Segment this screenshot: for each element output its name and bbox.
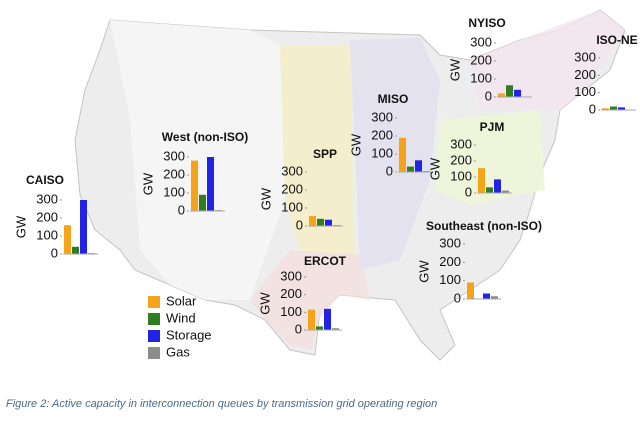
y-axis-label: GW (258, 187, 273, 210)
y-tick-label: 0 (178, 202, 185, 217)
bar (72, 246, 79, 254)
y-tick-label: 300 (450, 136, 472, 151)
y-tick-label: 0 (465, 184, 472, 199)
y-tick-label: 0 (386, 163, 393, 178)
bar (199, 194, 206, 211)
bar (486, 187, 493, 193)
y-axis-label: GW (447, 58, 462, 81)
legend-label: Gas (166, 344, 190, 359)
bar (514, 89, 521, 97)
y-tick-label: 100 (36, 227, 58, 242)
y-axis-label: GW (257, 292, 272, 315)
legend-swatch (148, 313, 160, 325)
chart-title: CAISO (26, 173, 64, 187)
y-tick-label: 100 (371, 145, 393, 160)
chart-title: NYISO (468, 16, 505, 30)
caption: Figure 2: Active capacity in interconnec… (6, 398, 437, 410)
legend-swatch (148, 330, 160, 342)
y-tick-label: 100 (450, 168, 472, 183)
bar (478, 168, 485, 193)
y-axis-label: GW (427, 157, 442, 180)
y-tick-label: 200 (439, 254, 461, 269)
y-tick-label: 0 (51, 245, 58, 260)
y-tick-label: 200 (450, 152, 472, 167)
bar (610, 106, 617, 110)
y-tick-label: 100 (280, 304, 302, 319)
y-axis-label: GW (140, 172, 155, 195)
y-tick-label: 300 (280, 268, 302, 283)
y-tick-label: 100 (281, 199, 303, 214)
y-tick-label: 200 (281, 181, 303, 196)
bar (308, 309, 315, 330)
legend-label: Storage (166, 327, 212, 342)
y-tick-label: 0 (454, 290, 461, 305)
bar (309, 216, 316, 226)
y-tick-label: 300 (470, 34, 492, 49)
legend-label: Wind (166, 310, 196, 325)
y-tick-label: 100 (439, 272, 461, 287)
chart-title: West (non-ISO) (162, 130, 248, 144)
bar (317, 218, 324, 226)
spp-region (280, 45, 355, 260)
bar (415, 160, 422, 172)
y-tick-label: 300 (36, 191, 58, 206)
bar (80, 200, 87, 254)
northeast-region (470, 10, 625, 110)
chart-title: PJM (480, 120, 505, 134)
bar (491, 296, 498, 299)
y-tick-label: 200 (574, 67, 596, 82)
y-tick-label: 0 (296, 217, 303, 232)
y-tick-label: 300 (163, 148, 185, 163)
legend-label: Solar (166, 293, 197, 308)
bar (399, 137, 406, 172)
pjm-region (435, 110, 545, 205)
bar (324, 308, 331, 330)
y-axis-label: GW (13, 215, 28, 238)
chart-title: MISO (378, 92, 409, 106)
y-tick-label: 200 (163, 166, 185, 181)
chart-title: ERCOT (304, 254, 347, 268)
y-axis-label: GW (416, 260, 431, 283)
bar (618, 107, 625, 110)
chart-title: Southeast (non-ISO) (426, 219, 542, 233)
bar (502, 190, 509, 193)
y-tick-label: 300 (281, 163, 303, 178)
y-tick-label: 100 (470, 70, 492, 85)
bar (467, 282, 474, 299)
bar (325, 219, 332, 226)
y-tick-label: 300 (371, 109, 393, 124)
bar (64, 225, 71, 254)
bar (494, 179, 501, 193)
y-tick-label: 0 (295, 321, 302, 336)
bar (602, 108, 609, 110)
ercot-region (250, 250, 370, 350)
bar (498, 93, 505, 97)
bar (506, 85, 513, 97)
y-tick-label: 300 (439, 235, 461, 250)
y-tick-label: 200 (280, 286, 302, 301)
legend-swatch (148, 347, 160, 359)
y-tick-label: 200 (371, 127, 393, 142)
y-tick-label: 300 (574, 49, 596, 64)
y-tick-label: 100 (163, 184, 185, 199)
bar (316, 326, 323, 330)
y-tick-label: 200 (36, 209, 58, 224)
chart-title: ISO-NE (596, 33, 637, 47)
y-axis-label: GW (348, 133, 363, 156)
bar (191, 160, 198, 211)
y-tick-label: 0 (485, 88, 492, 103)
y-tick-label: 0 (589, 101, 596, 116)
bar (407, 166, 414, 172)
west-region (110, 20, 285, 300)
bar (483, 293, 490, 299)
bar (207, 157, 214, 211)
y-tick-label: 200 (470, 52, 492, 67)
legend-swatch (148, 296, 160, 308)
y-tick-label: 100 (574, 84, 596, 99)
bar (332, 328, 339, 330)
chart-title: SPP (313, 147, 337, 161)
